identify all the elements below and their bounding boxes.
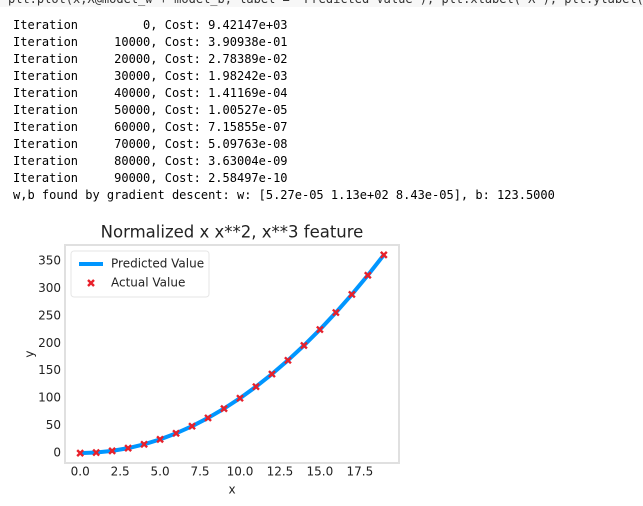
x-tick-label: 5.0	[151, 465, 170, 479]
legend-swatch	[87, 279, 95, 287]
y-tick-label: 300	[38, 281, 61, 295]
data-point	[204, 414, 212, 422]
y-tick-label: 0	[53, 446, 61, 460]
data-point	[76, 449, 85, 457]
y-tick-label: 150	[38, 363, 61, 377]
data-point	[140, 440, 148, 449]
data-point	[316, 325, 324, 334]
legend-label: Predicted Value	[111, 257, 204, 271]
x-tick-label: 0.0	[71, 465, 90, 479]
data-point	[172, 429, 180, 438]
data-point	[156, 435, 164, 444]
x-axis-label: x	[228, 483, 235, 497]
code-cell: plt.plot(x,X@model_w + model_b, label = …	[0, 0, 643, 7]
y-tick-label: 100	[38, 391, 61, 405]
x-tick-label: 7.5	[190, 465, 209, 479]
y-axis-label: y	[23, 350, 37, 357]
data-point	[236, 394, 244, 403]
x-tick-label: 15.0	[307, 465, 334, 479]
log-line: Iteration 0, Cost: 9.42147e+03	[13, 18, 288, 32]
data-point	[220, 404, 228, 413]
data-point	[332, 308, 340, 317]
data-point	[252, 382, 260, 391]
log-line: Iteration 50000, Cost: 1.00527e-05	[13, 103, 288, 117]
log-line: Iteration 80000, Cost: 3.63004e-09	[13, 154, 288, 168]
log-line: Iteration 90000, Cost: 2.58497e-10	[13, 171, 288, 185]
x-tick-label: 12.5	[267, 465, 294, 479]
data-point	[188, 422, 196, 431]
y-tick-label: 250	[38, 308, 61, 322]
log-line: Iteration 10000, Cost: 3.90938e-01	[13, 35, 288, 49]
log-line: Iteration 70000, Cost: 5.09763e-08	[13, 137, 288, 151]
x-tick-label: 17.5	[346, 465, 373, 479]
log-line: Iteration 60000, Cost: 7.15855e-07	[13, 120, 288, 134]
data-point	[268, 370, 276, 378]
y-tick-label: 50	[46, 418, 61, 432]
log-line: Iteration 40000, Cost: 1.41169e-04	[13, 86, 288, 100]
log-line: w,b found by gradient descent: w: [5.27e…	[13, 188, 555, 202]
log-line: Iteration 20000, Cost: 2.78389e-02	[13, 52, 288, 66]
data-point	[284, 356, 292, 365]
x-tick-label: 2.5	[111, 465, 130, 479]
data-point	[348, 290, 356, 299]
legend-box	[70, 250, 210, 298]
log-line: Iteration 30000, Cost: 1.98242e-03	[13, 69, 288, 83]
data-point	[124, 444, 132, 452]
data-point	[363, 271, 372, 280]
data-point	[379, 251, 388, 259]
chart-title: Normalized x x**2, x**3 feature	[101, 223, 364, 242]
y-tick-label: 350	[38, 253, 61, 267]
y-tick-label: 200	[38, 336, 61, 350]
chart: Normalized x x**2, x**3 feature x y 0 50 100 1…	[23, 223, 400, 497]
x-tick-label: 10.0	[227, 465, 254, 479]
data-point	[300, 341, 308, 350]
legend-label: Actual Value	[111, 276, 185, 290]
data-point	[108, 447, 116, 455]
log-output: Iteration 0, Cost: 9.42147e+03 Iteration …	[13, 17, 555, 204]
data-point	[92, 448, 101, 457]
